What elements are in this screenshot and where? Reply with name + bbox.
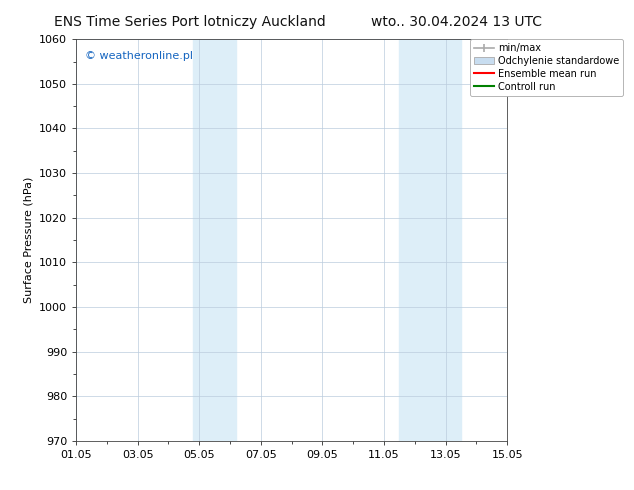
Bar [193,39,236,441]
Text: © weatheronline.pl: © weatheronline.pl [85,51,193,61]
Text: ENS Time Series Port lotniczy Auckland: ENS Time Series Port lotniczy Auckland [55,15,326,29]
Legend: min/max, Odchylenie standardowe, Ensemble mean run, Controll run: min/max, Odchylenie standardowe, Ensembl… [470,39,623,96]
Bar [399,39,461,441]
Y-axis label: Surface Pressure (hPa): Surface Pressure (hPa) [23,177,34,303]
Text: wto.. 30.04.2024 13 UTC: wto.. 30.04.2024 13 UTC [371,15,542,29]
